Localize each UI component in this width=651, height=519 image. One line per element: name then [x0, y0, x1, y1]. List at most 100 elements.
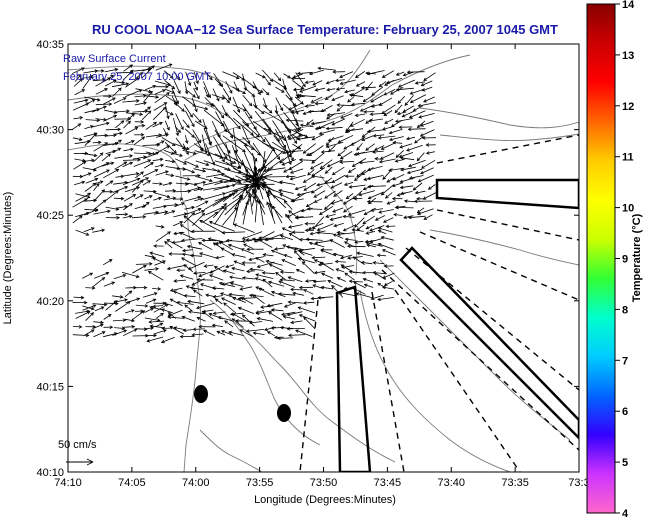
current-vector-head [102, 78, 106, 82]
current-vector [340, 161, 355, 163]
current-vector [176, 302, 194, 305]
current-vector-head [388, 130, 393, 135]
current-vector [208, 238, 224, 243]
current-vector [232, 297, 246, 303]
current-vector-head [329, 239, 334, 243]
current-vector-head [243, 187, 248, 191]
current-vector [252, 86, 263, 93]
current-vector-head [348, 270, 353, 274]
current-vector [103, 97, 116, 105]
current-vector [174, 167, 186, 170]
current-vector-head [180, 126, 184, 131]
current-vector-head [189, 253, 194, 258]
current-vector-head [317, 66, 322, 71]
current-vector-head [153, 333, 158, 338]
current-vector-head [366, 199, 371, 204]
current-vector-head [176, 268, 180, 272]
colorbar-tick-label: 6 [622, 406, 628, 418]
current-vector [241, 104, 253, 119]
current-vector-head [290, 198, 295, 203]
current-vector-head [355, 83, 360, 87]
current-vector [174, 143, 190, 150]
current-vector [337, 232, 356, 235]
current-vector [205, 143, 215, 165]
current-vector-head [229, 312, 234, 316]
current-vector [170, 287, 183, 292]
current-vector [74, 140, 91, 145]
current-vector [404, 95, 414, 106]
current-vector-head [291, 230, 296, 234]
current-vector [222, 71, 240, 79]
current-vector [82, 305, 95, 310]
current-vector [406, 136, 415, 140]
current-vector-head [267, 280, 272, 285]
current-vector [155, 231, 171, 242]
current-vector-head [131, 309, 135, 313]
current-vector-head [385, 224, 390, 229]
current-vector [182, 249, 193, 252]
current-vector [115, 81, 125, 84]
current-vector-head [133, 328, 138, 332]
current-vector-head [106, 169, 110, 173]
current-vector-head [407, 215, 412, 220]
current-vector [162, 182, 172, 186]
current-vector [154, 80, 171, 86]
current-vector-head [181, 238, 185, 242]
y-tick-label: 40:10 [36, 467, 64, 479]
current-vector [155, 225, 164, 228]
current-vector-head [401, 113, 406, 118]
current-vector-head [383, 112, 388, 116]
current-vector-head [305, 152, 310, 156]
current-vector [328, 145, 336, 152]
current-vector-head [372, 150, 376, 154]
current-vector [123, 64, 133, 72]
current-vector-head [395, 72, 400, 76]
current-vector [390, 86, 404, 95]
current-vector-head [286, 327, 291, 331]
current-vector [135, 304, 148, 307]
current-vector [148, 271, 164, 281]
current-vector [175, 137, 185, 150]
current-vector [349, 184, 366, 188]
current-vector-head [377, 242, 382, 247]
current-vector [168, 309, 183, 317]
current-vector-head [99, 152, 104, 157]
current-vector [152, 182, 163, 185]
current-vector [92, 229, 105, 233]
current-vector [210, 265, 225, 274]
current-vector [235, 175, 255, 186]
current-vector [387, 200, 396, 205]
current-vector-head [122, 318, 127, 322]
current-vector [253, 126, 266, 143]
current-vector [255, 277, 265, 282]
current-vector-head [170, 75, 174, 79]
current-vector [288, 150, 303, 153]
current-vector [327, 88, 336, 91]
current-vector [366, 224, 375, 229]
current-vector [297, 136, 316, 140]
current-vector-head [234, 207, 238, 211]
current-vector-head [355, 151, 360, 156]
current-vector-head [141, 124, 146, 128]
current-vector [105, 180, 114, 187]
current-vector-head [395, 154, 400, 158]
current-vector-head [122, 97, 127, 101]
current-vector [174, 279, 187, 282]
current-vector [313, 280, 327, 283]
current-vector [369, 225, 385, 232]
current-vector-head [216, 330, 221, 335]
current-vector [242, 231, 263, 240]
current-vector-head [312, 284, 317, 288]
current-vector-head [279, 325, 284, 330]
current-vector [313, 190, 326, 198]
current-vector-head [307, 109, 312, 114]
current-vector-head [124, 212, 129, 217]
current-vector-head [363, 177, 368, 181]
current-vector-head [388, 168, 392, 172]
current-vector [414, 136, 424, 144]
current-vector [351, 102, 366, 105]
current-vector [262, 272, 275, 275]
current-vector [383, 217, 394, 223]
current-vector-head [90, 329, 95, 333]
current-vector-head [414, 81, 419, 85]
